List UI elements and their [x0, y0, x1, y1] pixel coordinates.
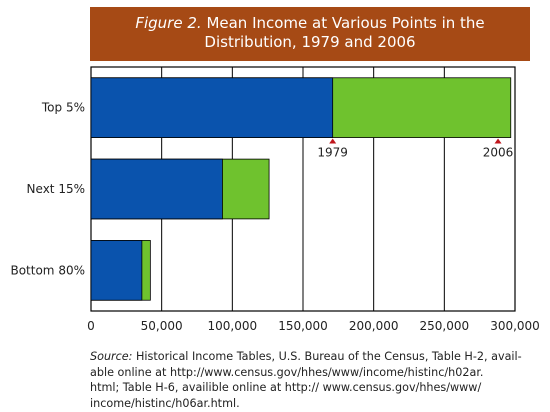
marker-label: 1979	[317, 146, 348, 160]
figure-label: Figure 2.	[135, 14, 202, 32]
marker-triangle	[494, 138, 502, 144]
source-line-2: able online at http://www.census.gov/hhe…	[90, 365, 484, 379]
x-tick-label: 0	[87, 319, 95, 333]
bar-1979	[90, 77, 334, 138]
category-label: Next 15%	[27, 182, 85, 196]
x-tick-label: 250,000	[420, 319, 470, 333]
chart-title-band: Figure 2. Mean Income at Various Points …	[90, 7, 530, 61]
chart-title-line-1: Figure 2. Mean Income at Various Points …	[90, 14, 530, 33]
marker-label: 2006	[483, 146, 514, 160]
source-line-1: Source: Historical Income Tables, U.S. B…	[90, 349, 545, 365]
source-line-3: html; Table H-6, availible online at htt…	[90, 381, 482, 394]
x-tick-label: 100,000	[208, 319, 258, 333]
source-line-4: income/histinc/h06ar.html.	[90, 396, 240, 410]
title-text-1: Mean Income at Various Points in the	[206, 14, 485, 32]
x-tick-label: 150,000	[278, 319, 328, 333]
source-text-1: Historical Income Tables, U.S. Bureau of…	[136, 350, 522, 363]
category-label: Top 5%	[41, 101, 85, 115]
x-tick-label: 300,000	[490, 319, 540, 333]
marker-triangle	[329, 138, 337, 144]
bar-1979	[90, 240, 143, 301]
source-note: Source: Historical Income Tables, U.S. B…	[90, 349, 545, 411]
x-tick-label: 200,000	[349, 319, 399, 333]
chart-title-line-2: Distribution, 1979 and 2006	[204, 33, 416, 51]
category-label: Bottom 80%	[10, 263, 85, 277]
source-label: Source:	[90, 350, 133, 363]
bar-1979	[90, 158, 223, 220]
x-tick-label: 50,000	[141, 319, 183, 333]
